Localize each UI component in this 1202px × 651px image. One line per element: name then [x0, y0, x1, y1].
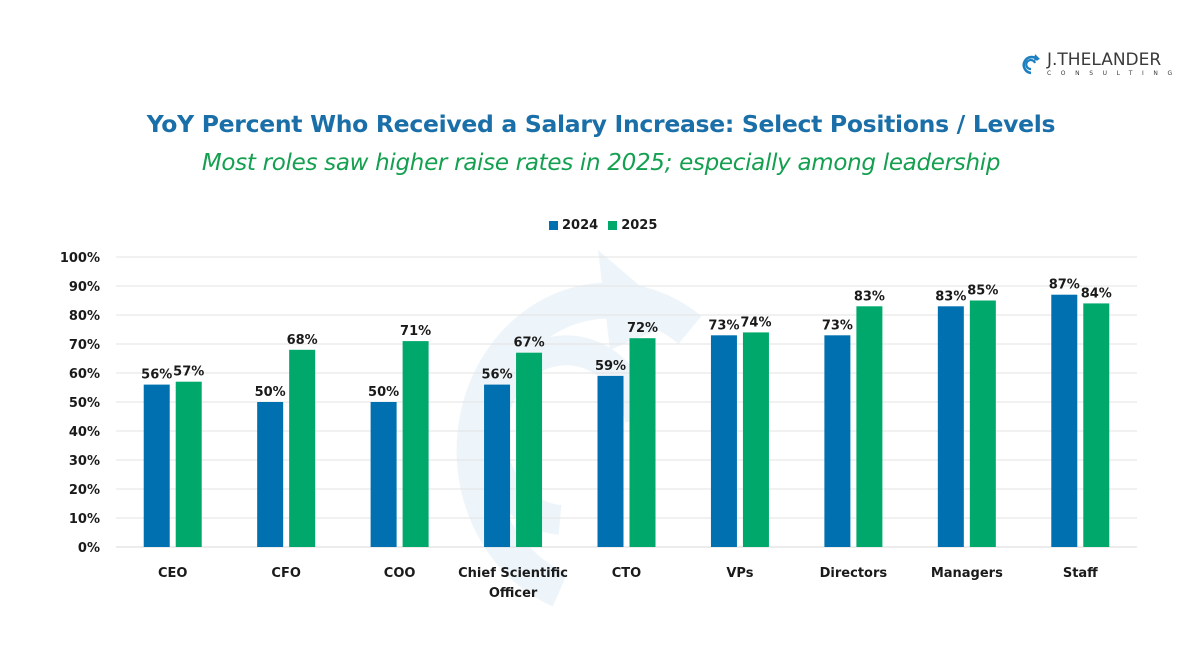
- bar-2024-3: [484, 384, 511, 547]
- bar-2025-0: [175, 381, 202, 547]
- data-label-2024: 73%: [822, 318, 853, 333]
- data-label-2024: 56%: [481, 368, 512, 383]
- bar-2024-4: [597, 375, 624, 547]
- bar-2024-7: [937, 306, 964, 547]
- y-tick-label: 10%: [69, 512, 100, 527]
- y-tick-label: 50%: [69, 396, 100, 411]
- y-tick-label: 80%: [69, 309, 100, 324]
- x-tick-label: Managers: [931, 566, 1003, 581]
- x-tick-label: Chief Scientific: [458, 566, 568, 581]
- x-tick-label: CTO: [612, 566, 641, 581]
- data-label-2025: 67%: [513, 336, 544, 351]
- bar-2025-2: [402, 341, 429, 547]
- data-label-2024: 87%: [1049, 278, 1080, 293]
- data-label-2025: 68%: [287, 333, 318, 348]
- bar-2025-3: [516, 352, 543, 547]
- y-tick-label: 40%: [69, 425, 100, 440]
- bar-2025-8: [1083, 303, 1110, 547]
- data-label-2025: 72%: [627, 321, 658, 336]
- company-logo: J.THELANDER CONSULTING: [1018, 46, 1182, 82]
- x-tick-label: Officer: [489, 586, 538, 601]
- bar-2025-5: [742, 332, 769, 547]
- data-labels: 56% 57%50%68%50%71%56%67%59%72% 73% 74% 73%8…: [141, 278, 1112, 400]
- y-tick-label: 100%: [60, 251, 100, 266]
- bars: [143, 294, 1110, 547]
- bar-2024-1: [257, 402, 284, 547]
- legend-item-2025: 2025: [608, 218, 657, 233]
- y-tick-label: 70%: [69, 338, 100, 353]
- chart-subtitle: Most roles saw higher raise rates in 202…: [201, 150, 1001, 176]
- data-label-2025: 84%: [1081, 286, 1112, 301]
- y-tick-label: 30%: [69, 454, 100, 469]
- data-label-2025: 83%: [854, 289, 885, 304]
- spiral-logo-icon: [1022, 54, 1040, 75]
- data-label-2024: 59%: [595, 359, 626, 374]
- legend-swatch-2025: [608, 221, 618, 230]
- data-label-2024: 73%: [708, 318, 739, 333]
- chart-title: YoY Percent Who Received a Salary Increa…: [146, 110, 1056, 138]
- legend-label-2024: 2024: [562, 218, 599, 233]
- data-label-2025: 71%: [400, 324, 431, 339]
- bar-2024-6: [824, 335, 851, 547]
- legend-swatch-2024: [549, 221, 558, 230]
- y-tick-label: 20%: [69, 483, 100, 498]
- y-tick-label: 0%: [78, 541, 100, 556]
- x-tick-label: CEO: [158, 566, 187, 581]
- data-label-2024: 50%: [368, 385, 399, 400]
- bar-2025-7: [969, 300, 996, 547]
- y-axis: 0% 10% 20% 30% 40% 50% 60% 70% 80% 90% 100%: [60, 251, 100, 556]
- data-label-2024: 83%: [935, 289, 966, 304]
- legend-item-2024: 2024: [549, 218, 598, 233]
- data-label-2025: 85%: [967, 284, 998, 299]
- bar-2024-8: [1051, 294, 1078, 547]
- data-label-2025: 74%: [740, 315, 771, 330]
- x-tick-label: COO: [384, 566, 416, 581]
- data-label-2024: 50%: [255, 385, 286, 400]
- x-tick-label: VPs: [726, 566, 753, 581]
- logo-subtitle: CONSULTING: [1047, 69, 1182, 77]
- x-tick-label: Staff: [1063, 566, 1098, 581]
- chart-legend: 2024 2025: [549, 218, 657, 233]
- bar-2025-4: [629, 338, 656, 547]
- y-tick-label: 60%: [69, 367, 100, 382]
- x-tick-label: CFO: [271, 566, 300, 581]
- gridlines: [116, 256, 1137, 548]
- x-axis: CEO CFO COO Chief Scientific Officer CTO VPs Di…: [158, 566, 1098, 601]
- data-label-2024: 56%: [141, 368, 172, 383]
- bar-2024-0: [143, 384, 170, 547]
- bar-2024-5: [710, 335, 737, 547]
- legend-label-2025: 2025: [621, 218, 658, 233]
- bar-2025-6: [856, 306, 883, 547]
- data-label-2025: 57%: [173, 365, 204, 380]
- bar-2025-1: [289, 349, 316, 547]
- x-tick-label: Directors: [820, 566, 888, 581]
- y-tick-label: 90%: [69, 280, 100, 295]
- bar-2024-2: [370, 402, 397, 547]
- logo-name: J.THELANDER: [1047, 49, 1162, 70]
